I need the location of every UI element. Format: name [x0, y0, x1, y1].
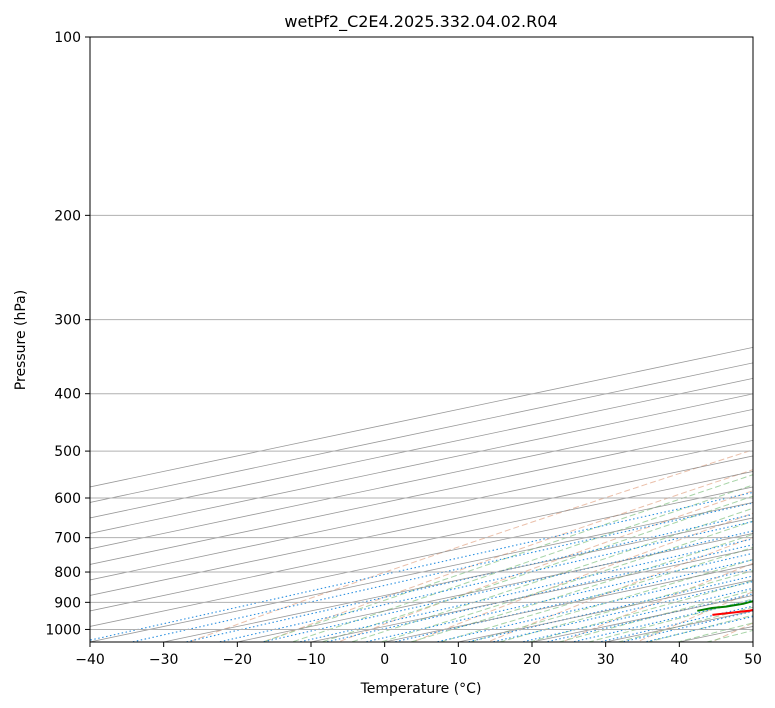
- y-axis-tick-label: 300: [54, 313, 81, 329]
- x-axis-tick-label: −40: [75, 652, 105, 668]
- mixing-ratio-line: [296, 538, 753, 642]
- x-axis-tick-label: 30: [597, 652, 615, 668]
- mixing-ratio-line: [362, 552, 753, 642]
- x-axis-label: Temperature (°C): [360, 681, 482, 697]
- isotherm-line: [235, 533, 753, 642]
- x-axis-tick-label: 50: [744, 652, 762, 668]
- isotherm-line: [161, 517, 753, 642]
- mixing-ratio-line: [129, 502, 753, 642]
- isotherm-line: [90, 439, 753, 581]
- mixing-ratio-line: [391, 559, 753, 642]
- x-axis-tick-label: 10: [449, 652, 467, 668]
- plot-background: [90, 37, 753, 642]
- isotherm-line: [90, 502, 753, 642]
- y-axis-tick-label: 200: [54, 208, 81, 224]
- x-axis-tick-label: 20: [523, 652, 541, 668]
- mixing-ratio-line: [323, 544, 753, 642]
- axes: −40 −30 −20 −10 0 10 20 30 40 50 100 200 300 400 500 60…: [45, 30, 762, 668]
- x-axis-tick-label: −20: [223, 652, 253, 668]
- reference-lines: [90, 37, 753, 642]
- y-axis-tick-label: 600: [54, 491, 81, 507]
- x-axis-tick-label: −10: [296, 652, 326, 668]
- x-axis-tick-label: 0: [380, 652, 389, 668]
- y-axis-tick-label: 700: [54, 531, 81, 547]
- mixing-ratio-line: [642, 615, 753, 642]
- isotherm-line: [90, 424, 753, 565]
- x-axis-tick-label: 40: [670, 652, 688, 668]
- isotherm-line: [90, 455, 753, 596]
- y-axis-tick-label: 400: [54, 387, 81, 403]
- dry-adiabat-line: [187, 449, 753, 642]
- y-axis-tick-label: 800: [54, 565, 81, 581]
- plot-frame: [89, 36, 754, 643]
- y-axis-label: Pressure (hPa): [13, 290, 29, 390]
- isotherm-line: [90, 486, 753, 627]
- mixing-ratio-line: [619, 610, 753, 642]
- y-axis-tick-label: 1000: [45, 622, 81, 638]
- y-axis-tick-label: 900: [54, 595, 81, 611]
- x-axis-tick-label: −30: [149, 652, 179, 668]
- isotherm-line: [90, 471, 753, 612]
- isotherm-line: [90, 408, 753, 550]
- chart-title: wetPf2_C2E4.2025.332.04.02.R04: [284, 12, 557, 32]
- y-axis-tick-label: 500: [54, 444, 81, 460]
- y-axis-tick-label: 100: [54, 30, 81, 46]
